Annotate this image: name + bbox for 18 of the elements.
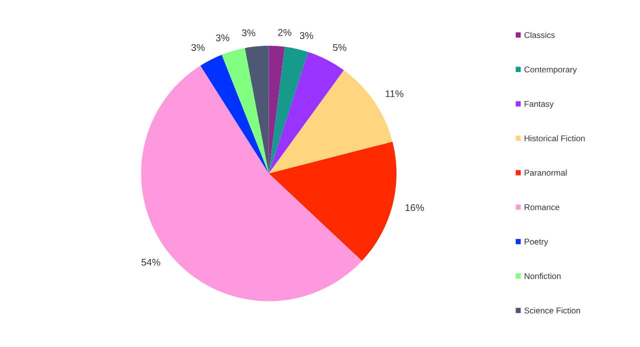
data-label: 3% — [191, 44, 205, 51]
data-label: 3% — [300, 32, 314, 40]
data-label: 5% — [332, 44, 346, 51]
legend-label: Nonfiction — [524, 272, 561, 280]
data-label: 16% — [406, 204, 424, 212]
legend-label: Contemporary — [524, 66, 577, 74]
legend-label: Fantasy — [524, 101, 554, 109]
data-label: 54% — [142, 258, 160, 266]
legend-label: Paranormal — [524, 170, 567, 176]
data-label: 2% — [278, 29, 292, 36]
data-label: 11% — [386, 90, 404, 98]
data-label: 3% — [216, 34, 230, 42]
legend-label: Historical Fiction — [524, 135, 585, 142]
data-label: 3% — [242, 29, 256, 36]
legend-label: Poetry — [524, 238, 548, 246]
legend-label: Classics — [524, 32, 555, 38]
legend-label: Science Fiction — [524, 307, 580, 314]
legend-label: Romance — [524, 204, 560, 210]
